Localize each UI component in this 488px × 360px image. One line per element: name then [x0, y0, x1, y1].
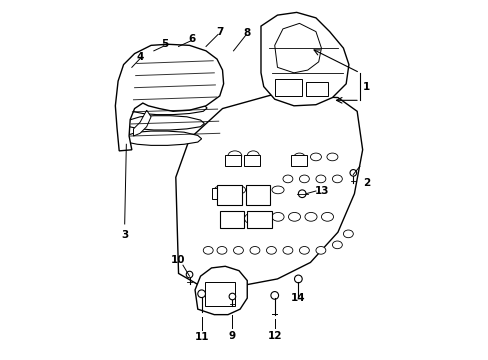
Ellipse shape [283, 247, 292, 254]
Ellipse shape [293, 153, 305, 161]
Text: 9: 9 [228, 330, 236, 341]
Bar [217, 185, 241, 205]
Polygon shape [274, 23, 321, 73]
Ellipse shape [283, 175, 292, 183]
Ellipse shape [299, 175, 309, 183]
Polygon shape [132, 85, 209, 99]
Ellipse shape [217, 247, 226, 254]
Bar [274, 80, 302, 96]
Circle shape [294, 275, 302, 283]
Text: 6: 6 [188, 34, 196, 44]
Bar [204, 282, 235, 306]
Ellipse shape [266, 247, 276, 254]
Ellipse shape [252, 186, 264, 194]
Ellipse shape [321, 212, 333, 221]
Polygon shape [123, 131, 201, 145]
Text: 3: 3 [121, 230, 128, 240]
Bar [219, 211, 244, 228]
Polygon shape [261, 12, 348, 106]
Ellipse shape [244, 213, 259, 224]
Ellipse shape [343, 230, 353, 238]
Circle shape [270, 292, 278, 299]
Ellipse shape [233, 186, 245, 194]
Text: 1: 1 [362, 82, 369, 91]
Polygon shape [126, 116, 204, 130]
Text: 2: 2 [362, 178, 369, 188]
Circle shape [229, 293, 235, 300]
Polygon shape [176, 95, 362, 287]
Text: 12: 12 [267, 330, 282, 341]
Text: 11: 11 [194, 332, 208, 342]
Circle shape [349, 170, 356, 176]
Polygon shape [195, 266, 247, 315]
Bar [247, 211, 271, 228]
Text: 8: 8 [243, 28, 250, 38]
Text: 5: 5 [161, 39, 168, 49]
Ellipse shape [222, 213, 238, 224]
Circle shape [197, 290, 205, 298]
Polygon shape [115, 44, 223, 151]
Ellipse shape [203, 247, 213, 254]
Ellipse shape [288, 212, 300, 221]
Text: 13: 13 [315, 186, 329, 196]
Ellipse shape [299, 247, 309, 254]
Ellipse shape [332, 175, 342, 183]
Ellipse shape [305, 212, 316, 221]
Text: 14: 14 [290, 293, 305, 303]
Ellipse shape [315, 175, 325, 183]
Ellipse shape [332, 241, 342, 249]
Ellipse shape [315, 247, 325, 254]
Ellipse shape [310, 153, 321, 161]
Ellipse shape [214, 186, 226, 194]
Ellipse shape [247, 151, 259, 161]
Bar [291, 155, 306, 166]
Bar [211, 188, 226, 199]
Bar [245, 185, 270, 205]
Bar [244, 155, 259, 166]
Circle shape [186, 271, 192, 278]
Polygon shape [129, 100, 207, 114]
Bar [305, 82, 327, 96]
Ellipse shape [249, 247, 259, 254]
Ellipse shape [271, 212, 284, 221]
Circle shape [298, 190, 305, 198]
Bar [225, 155, 240, 166]
Polygon shape [137, 54, 215, 68]
Polygon shape [133, 110, 151, 136]
Text: 7: 7 [216, 27, 223, 37]
Text: 4: 4 [136, 53, 143, 62]
Ellipse shape [233, 247, 243, 254]
Polygon shape [134, 69, 212, 84]
Text: 10: 10 [171, 255, 185, 265]
Ellipse shape [326, 153, 337, 161]
Ellipse shape [227, 151, 241, 161]
Ellipse shape [271, 186, 284, 194]
